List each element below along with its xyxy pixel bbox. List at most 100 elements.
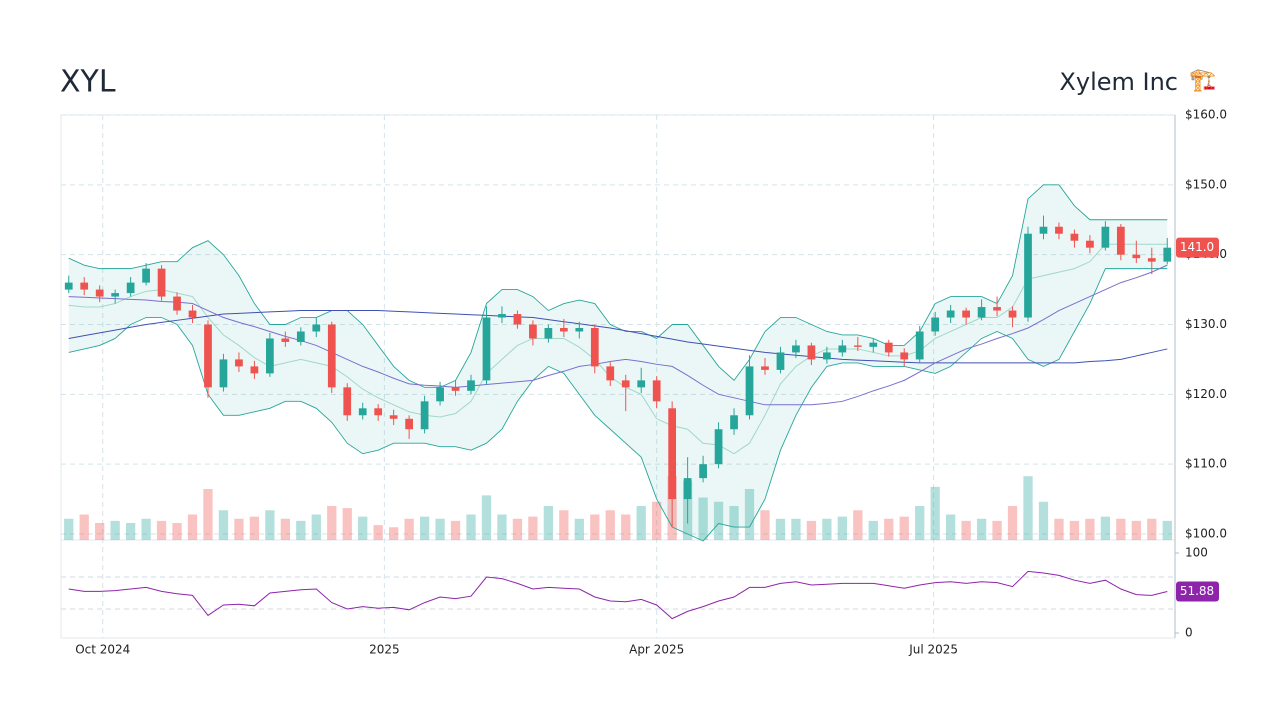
volume-bar xyxy=(373,525,383,540)
volume-bar xyxy=(512,518,523,540)
candle-body xyxy=(946,310,955,318)
volume-bar xyxy=(884,518,894,540)
volume-bar xyxy=(961,520,971,540)
bollinger-upper xyxy=(68,184,1168,388)
volume-bar xyxy=(528,516,538,540)
candle-body xyxy=(823,352,831,360)
volume-bar xyxy=(574,518,584,540)
bollinger-lower xyxy=(68,268,1168,542)
volume-bar xyxy=(342,508,352,540)
volume-bar xyxy=(946,514,956,540)
candle-body xyxy=(296,331,305,342)
candle-body xyxy=(915,331,924,360)
volume-bar xyxy=(187,514,198,540)
volume-bar xyxy=(543,506,554,540)
y-tick-label: $160.0 xyxy=(1185,108,1227,122)
volume-bar xyxy=(280,518,290,540)
volume-bar xyxy=(930,486,940,540)
volume-bar xyxy=(249,516,260,540)
candle-body xyxy=(188,310,197,318)
volume-bar xyxy=(466,514,476,540)
volume-bar xyxy=(590,514,600,540)
volume-bar xyxy=(79,514,89,540)
volume-bar xyxy=(265,510,275,540)
last-price-label: 141.0 xyxy=(1180,240,1214,254)
candle-body xyxy=(266,338,274,374)
candle-body xyxy=(838,345,847,353)
volume-bar xyxy=(327,506,337,540)
volume-bar xyxy=(853,510,863,540)
ticker-title: XYL xyxy=(60,65,116,100)
bollinger-middle xyxy=(68,243,1168,455)
candle-body xyxy=(142,268,150,283)
candle-body xyxy=(451,387,460,391)
candle-body xyxy=(776,352,785,370)
volume-bar xyxy=(621,514,631,540)
candle-body xyxy=(652,380,661,402)
candle-body xyxy=(389,415,398,419)
y-tick-label: $150.0 xyxy=(1185,177,1227,191)
candle-body xyxy=(374,408,383,416)
candle-body xyxy=(111,293,120,297)
candle-body xyxy=(637,380,646,388)
candle-body xyxy=(312,324,321,332)
volume-bar xyxy=(125,523,136,540)
volume-bar xyxy=(775,518,786,540)
volume-bar xyxy=(1131,520,1141,540)
rsi-panel xyxy=(60,539,1176,639)
volume-bar xyxy=(837,516,847,540)
volume-bar xyxy=(605,510,615,540)
volume-bar xyxy=(1038,501,1049,540)
candle-body xyxy=(869,342,878,347)
x-tick-label: 2025 xyxy=(369,643,400,657)
y-tick-label: $130.0 xyxy=(1185,317,1227,331)
candle-body xyxy=(745,366,754,416)
candle-body xyxy=(993,307,1001,311)
candle-body xyxy=(1070,233,1079,241)
volume-bar xyxy=(1147,518,1157,540)
candle-body xyxy=(95,289,104,297)
volume-bar xyxy=(713,501,724,540)
candle-body xyxy=(467,380,475,391)
volume-bar xyxy=(1116,518,1126,540)
volume-bar xyxy=(1162,520,1172,540)
volume-bar xyxy=(497,514,507,540)
volume-bar xyxy=(868,520,878,540)
y-tick-label: $110.0 xyxy=(1185,457,1227,471)
candle-body xyxy=(498,314,506,318)
volume-bar xyxy=(311,514,321,540)
volume-bar xyxy=(141,518,151,540)
volume-bar xyxy=(358,516,368,540)
y-tick-label: $120.0 xyxy=(1185,387,1227,401)
candle-body xyxy=(405,418,413,430)
candle-body xyxy=(529,324,537,339)
candle-body xyxy=(157,268,166,297)
volume-bar xyxy=(1007,506,1018,540)
candle-body xyxy=(621,380,630,388)
candle-body xyxy=(853,345,862,347)
bollinger-fill xyxy=(68,184,1168,541)
candle-body xyxy=(250,366,259,374)
candle-body xyxy=(1116,226,1125,255)
candle-body xyxy=(126,282,135,294)
candle-body xyxy=(1086,240,1094,248)
volume-bar xyxy=(976,518,987,540)
candle-body xyxy=(683,478,692,500)
volume-bar xyxy=(481,495,492,540)
candle-body xyxy=(884,342,893,353)
candle-body xyxy=(1101,226,1110,248)
candle-body xyxy=(235,359,243,367)
candle-body xyxy=(1039,226,1048,234)
volume-bar xyxy=(234,518,244,540)
rsi-line xyxy=(68,570,1168,620)
candle-body xyxy=(544,327,553,339)
volume-bar xyxy=(203,489,213,540)
candle-body xyxy=(559,327,568,332)
candle-body xyxy=(1055,226,1063,234)
candle-body xyxy=(977,307,986,318)
sma-50 xyxy=(68,264,1168,406)
x-tick-label: Jul 2025 xyxy=(908,643,958,657)
candle-body xyxy=(1132,254,1141,259)
volume-bar xyxy=(1085,518,1095,540)
